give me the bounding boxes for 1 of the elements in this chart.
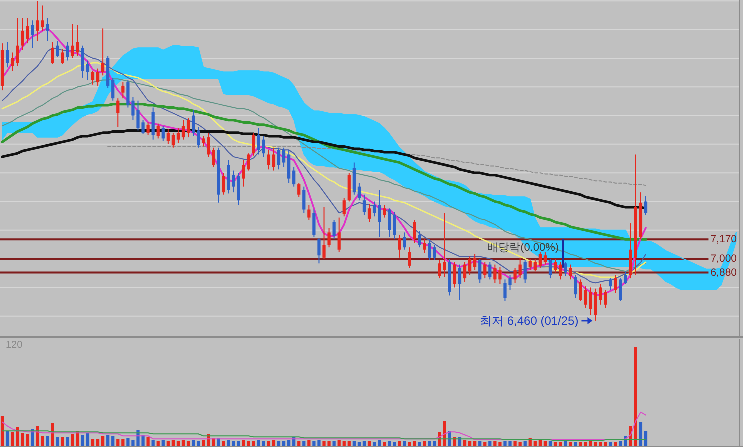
annotation: 최저 6,460 (01/25) xyxy=(480,314,579,328)
